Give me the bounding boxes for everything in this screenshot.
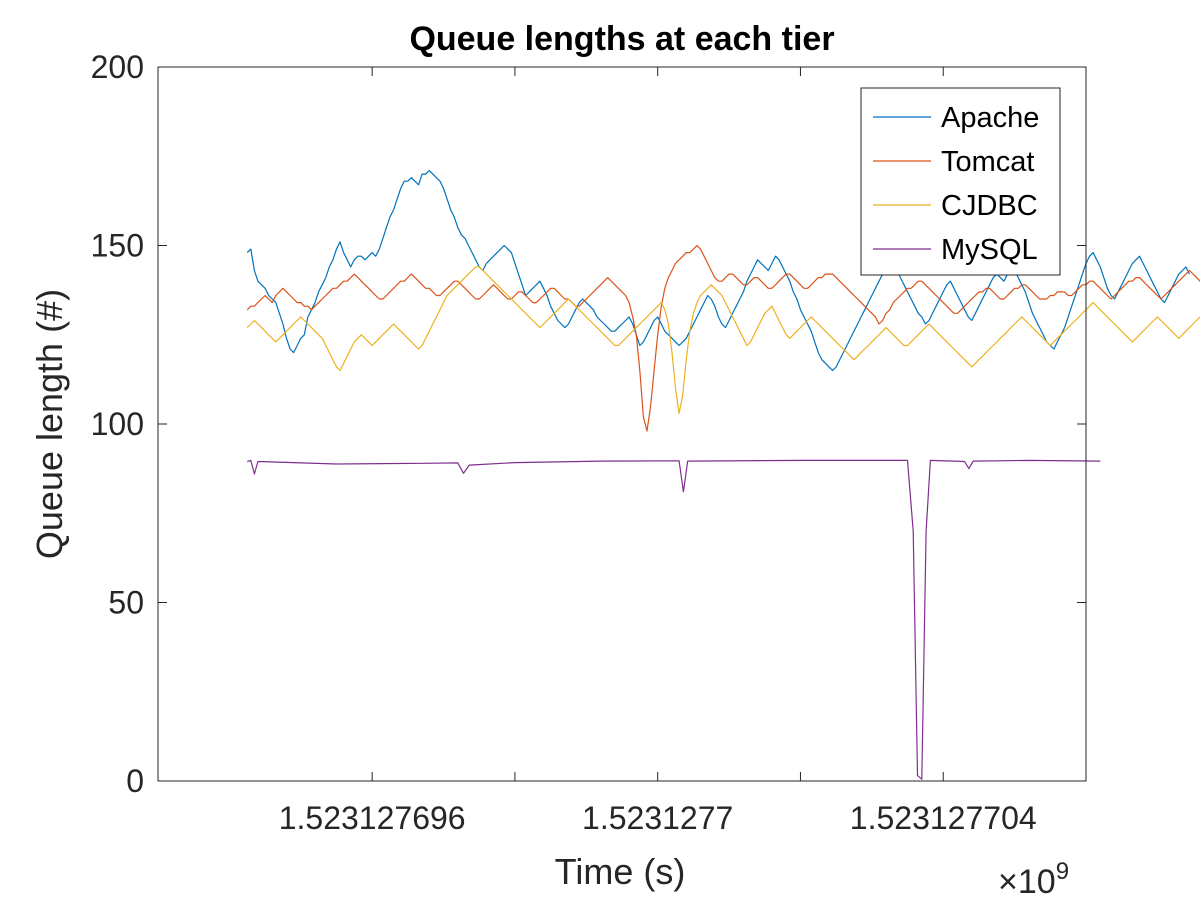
y-tick-label: 50 xyxy=(108,585,144,621)
series-line-cjdbc xyxy=(246,266,1200,414)
y-tick-label: 0 xyxy=(126,763,144,799)
y-tick-label: 100 xyxy=(91,406,144,442)
x-axis-multiplier: ×109 xyxy=(998,858,1069,900)
x-tick-label: 1.5231277 xyxy=(582,800,733,836)
legend-box xyxy=(860,87,1061,276)
y-tick-label: 200 xyxy=(91,49,144,85)
legend-label-tomcat: Tomcat xyxy=(941,146,1034,178)
legend-label-apache: Apache xyxy=(941,102,1039,134)
x-tick-label: 1.523127696 xyxy=(279,800,466,836)
series-line-mysql xyxy=(247,459,1101,780)
y-tick-label: 150 xyxy=(91,228,144,264)
x-tick-label: 1.523127704 xyxy=(850,800,1037,836)
chart-legend: Apache Tomcat CJDBC MySQL xyxy=(860,87,1061,276)
x-axis-label: Time (s) xyxy=(555,851,686,892)
y-axis-label: Queue length (#) xyxy=(29,289,70,559)
series-line-tomcat xyxy=(246,244,1200,432)
series-line-apache xyxy=(246,169,1191,372)
x-axis-multiplier-exponent: 9 xyxy=(1056,858,1069,885)
chart-title: Queue lengths at each tier xyxy=(409,20,834,58)
x-axis-multiplier-base: ×10 xyxy=(998,863,1056,900)
axis-tick-labels: 1.523127696 1.5231277 1.523127704 0 50 100 150… xyxy=(91,49,1037,836)
axis-ticks xyxy=(158,66,1086,782)
legend-label-cjdbc: CJDBC xyxy=(941,190,1038,222)
legend-label-mysql: MySQL xyxy=(941,234,1038,266)
